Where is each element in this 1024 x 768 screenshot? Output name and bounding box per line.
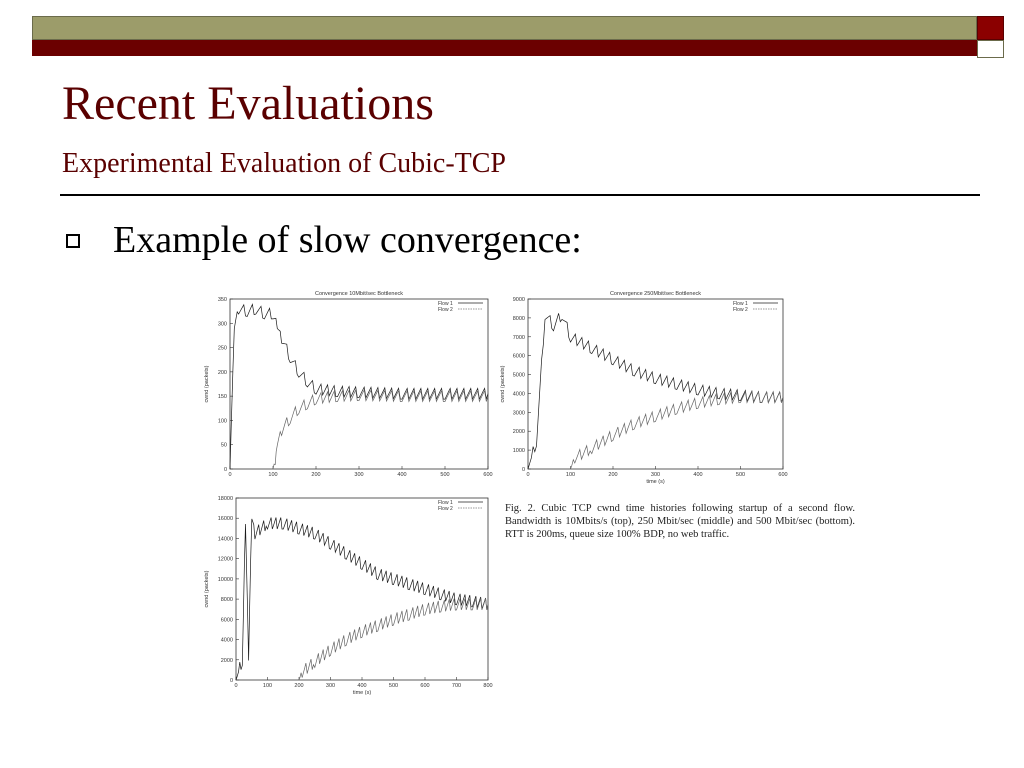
x-tick-label: 500 [736, 472, 745, 478]
x-tick-label: 300 [326, 683, 335, 689]
x-tick-label: 200 [311, 472, 320, 478]
x-tick-label: 0 [526, 472, 529, 478]
y-tick-label: 4000 [513, 391, 525, 397]
legend-label: Flow 1 [438, 301, 453, 307]
chart-10mbit: Convergence 10Mbit/sec Bottleneck 0 100 200… [204, 291, 493, 478]
x-tick-label: 100 [566, 472, 575, 478]
y-axis-label: cwnd (packets) [204, 570, 210, 607]
figure-caption: Fig. 2. Cubic TCP cwnd time histories fo… [505, 503, 855, 540]
x-axis-label: time (s) [353, 690, 372, 696]
x-tick-label: 0 [234, 683, 237, 689]
x-tick-label: 400 [397, 472, 406, 478]
y-tick-label: 300 [218, 321, 227, 327]
series-line-1 [272, 388, 489, 470]
chart-1-group: Convergence 250Mbit/sec Bottleneck 0 100 20… [500, 291, 788, 485]
plot-frame [229, 298, 489, 470]
legend-label: Flow 2 [438, 307, 453, 313]
y-tick-label: 6000 [221, 617, 233, 623]
legend-label: Flow 1 [438, 500, 453, 506]
x-tick-label: 200 [608, 472, 617, 478]
y-tick-label: 1000 [513, 448, 525, 454]
y-tick-label: 8000 [513, 316, 525, 322]
chart-title: Convergence 10Mbit/sec Bottleneck [315, 291, 403, 297]
chart-250mbit: Convergence 250Mbit/sec Bottleneck 0 100 20… [500, 291, 788, 485]
x-tick-label: 400 [357, 683, 366, 689]
series-line-0 [527, 313, 784, 470]
series-line-1 [298, 598, 489, 681]
legend-label: Flow 2 [733, 307, 748, 313]
x-tick-label: 400 [693, 472, 702, 478]
series-line-1 [570, 390, 784, 470]
x-tick-label: 300 [651, 472, 660, 478]
y-tick-label: 4000 [221, 638, 233, 644]
olive-band [32, 16, 977, 40]
chart-panel-10mbit: Convergence 10Mbit/sec Bottleneck 0 100 200… [200, 283, 495, 488]
y-tick-label: 14000 [218, 536, 233, 542]
x-tick-label: 300 [354, 472, 363, 478]
x-tick-label: 200 [294, 683, 303, 689]
x-tick-label: 700 [452, 683, 461, 689]
y-tick-label: 8000 [221, 597, 233, 603]
y-tick-label: 5000 [513, 373, 525, 379]
chart-panel-250mbit: Convergence 250Mbit/sec Bottleneck 0 100 20… [496, 283, 790, 490]
maroon-band [32, 40, 977, 56]
y-axis-label: cwnd (packets) [204, 365, 210, 402]
y-tick-label: 0 [224, 467, 227, 473]
y-tick-label: 250 [218, 346, 227, 352]
y-tick-label: 100 [218, 418, 227, 424]
corner-square-white [977, 40, 1004, 58]
slide-title: Recent Evaluations [62, 77, 434, 130]
y-tick-label: 350 [218, 297, 227, 303]
title-divider [60, 194, 980, 196]
x-axis-label: time (s) [646, 479, 665, 485]
y-tick-label: 150 [218, 394, 227, 400]
series-line-0 [229, 303, 489, 470]
chart-panel-500mbit: 0 100 200 300 400 500 600 700 800 0 2000 4000 6000 80… [200, 490, 495, 700]
plot-frame [235, 497, 489, 681]
x-tick-label: 600 [483, 472, 492, 478]
y-tick-label: 2000 [513, 429, 525, 435]
legend-label: Flow 1 [733, 301, 748, 307]
x-tick-label: 800 [483, 683, 492, 689]
y-tick-label: 12000 [218, 557, 233, 563]
y-tick-label: 6000 [513, 354, 525, 360]
y-axis-label: cwnd (packets) [500, 365, 506, 402]
y-tick-label: 16000 [218, 516, 233, 522]
bullet-square-icon [66, 234, 80, 248]
x-tick-label: 600 [420, 683, 429, 689]
y-tick-label: 50 [221, 443, 227, 449]
chart-0-group: Convergence 10Mbit/sec Bottleneck 0 100 200… [204, 291, 493, 478]
chart-title: Convergence 250Mbit/sec Bottleneck [610, 291, 701, 297]
slide-subtitle: Experimental Evaluation of Cubic-TCP [62, 148, 507, 179]
x-tick-label: 100 [263, 683, 272, 689]
y-tick-label: 10000 [218, 577, 233, 583]
chart-500mbit: 0 100 200 300 400 500 600 700 800020004000600080… [204, 496, 493, 696]
y-tick-label: 0 [522, 467, 525, 473]
x-tick-label: 100 [268, 472, 277, 478]
y-tick-label: 200 [218, 370, 227, 376]
x-tick-label: 500 [440, 472, 449, 478]
x-tick-label: 600 [778, 472, 787, 478]
top-decoration-bar [0, 0, 1024, 60]
bullet-text: Example of slow convergence: [113, 219, 582, 261]
y-tick-label: 7000 [513, 335, 525, 341]
series-line-0 [235, 517, 489, 681]
x-tick-label: 500 [389, 683, 398, 689]
y-tick-label: 9000 [513, 297, 525, 303]
y-tick-label: 3000 [513, 410, 525, 416]
chart-2-group: 0 100 200 300 400 500 600 700 800020004000600080… [204, 496, 493, 696]
y-tick-label: 0 [230, 678, 233, 684]
y-tick-label: 2000 [221, 658, 233, 664]
legend-label: Flow 2 [438, 506, 453, 512]
y-tick-label: 18000 [218, 496, 233, 502]
corner-square-red [977, 16, 1004, 40]
x-tick-label: 0 [228, 472, 231, 478]
